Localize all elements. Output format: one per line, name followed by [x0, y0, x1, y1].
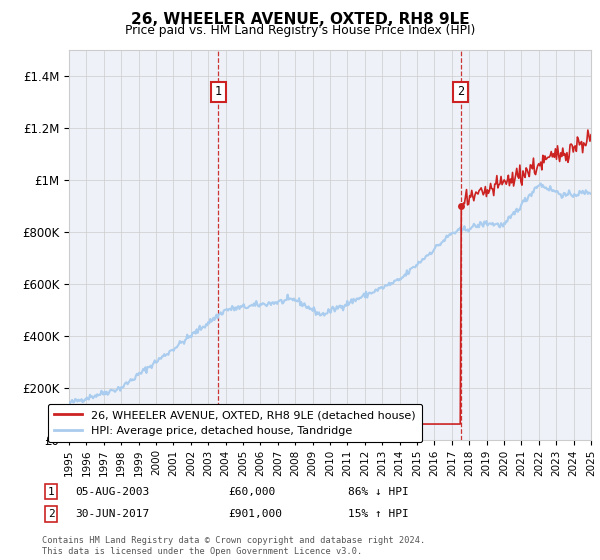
Text: £60,000: £60,000	[228, 487, 275, 497]
Text: 15% ↑ HPI: 15% ↑ HPI	[348, 509, 409, 519]
Text: 1: 1	[215, 86, 222, 99]
Text: 26, WHEELER AVENUE, OXTED, RH8 9LE: 26, WHEELER AVENUE, OXTED, RH8 9LE	[131, 12, 469, 27]
Legend: 26, WHEELER AVENUE, OXTED, RH8 9LE (detached house), HPI: Average price, detache: 26, WHEELER AVENUE, OXTED, RH8 9LE (deta…	[47, 404, 422, 442]
Text: 30-JUN-2017: 30-JUN-2017	[75, 509, 149, 519]
Text: 1: 1	[47, 487, 55, 497]
Text: 86% ↓ HPI: 86% ↓ HPI	[348, 487, 409, 497]
Text: Contains HM Land Registry data © Crown copyright and database right 2024.
This d: Contains HM Land Registry data © Crown c…	[42, 536, 425, 556]
Text: Price paid vs. HM Land Registry's House Price Index (HPI): Price paid vs. HM Land Registry's House …	[125, 24, 475, 37]
Text: £901,000: £901,000	[228, 509, 282, 519]
Text: 2: 2	[47, 509, 55, 519]
Text: 05-AUG-2003: 05-AUG-2003	[75, 487, 149, 497]
Text: 2: 2	[457, 86, 464, 99]
